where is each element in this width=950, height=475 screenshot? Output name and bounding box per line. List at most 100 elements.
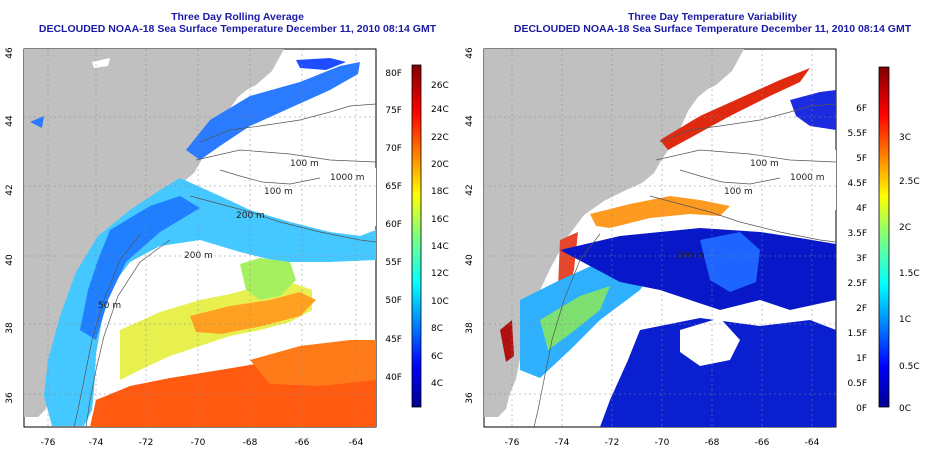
colorbar-f-label: 0F — [856, 404, 867, 414]
lon-tick-label: -66 — [755, 438, 770, 448]
left-contour-label: 100 m — [264, 187, 293, 197]
lon-tick-label: -70 — [191, 438, 206, 448]
colorbar-c-label: 2.5C — [899, 177, 920, 187]
colorbar-c-label: 1C — [899, 315, 911, 325]
left-warm-core — [190, 292, 316, 334]
colorbar-f-label: 3F — [856, 254, 867, 264]
lon-tick-label: -74 — [89, 438, 104, 448]
right-cloud-mask-2 — [720, 140, 836, 212]
colorbar-c-label: 20C — [431, 160, 449, 170]
lat-tick-label: 36 — [5, 392, 15, 404]
left-cold-band-north — [186, 62, 360, 160]
right-bathymetry-contours — [533, 103, 836, 427]
lon-tick-label: -68 — [243, 438, 258, 448]
lat-tick-label: 46 — [465, 47, 475, 59]
left-lake — [92, 58, 110, 68]
right-grid — [484, 49, 836, 427]
right-map-title: Three Day Temperature Variability DECLOU… — [475, 11, 950, 35]
right-lon-axis: -76 -74 -72 -70 -68 -66 -64 — [505, 438, 820, 448]
right-colorbar-f-labels: 0F 0.5F 1F 1.5F 2F 2.5F 3F 3.5F 4F 4.5F … — [848, 104, 868, 414]
colorbar-c-label: 1.5C — [899, 269, 920, 279]
left-contour-label: 200 m — [184, 251, 213, 261]
colorbar-c-label: 12C — [431, 269, 449, 279]
colorbar-f-label: 1F — [856, 354, 867, 364]
colorbar-c-label: 14C — [431, 242, 449, 252]
left-colorbar-f-labels: 40F 45F 50F 55F 60F 65F 70F 75F 80F — [385, 69, 402, 383]
colorbar-f-label: 65F — [385, 182, 402, 192]
right-low-south — [600, 318, 836, 427]
colorbar-c-label: 0.5C — [899, 362, 920, 372]
lat-tick-label: 42 — [465, 184, 475, 195]
left-title-line1: Three Day Rolling Average — [171, 11, 304, 23]
right-coastal-peak — [500, 320, 514, 362]
colorbar-c-label: 24C — [431, 105, 449, 115]
right-high-band-north — [660, 68, 810, 150]
right-title-line1: Three Day Temperature Variability — [627, 11, 798, 23]
colorbar-f-label: 60F — [385, 220, 402, 230]
colorbar-f-label: 5.5F — [848, 129, 868, 139]
lat-tick-label: 38 — [5, 322, 15, 334]
colorbar-f-label: 4.5F — [848, 179, 868, 189]
lon-tick-label: -72 — [139, 438, 154, 448]
left-cloud-mask — [250, 160, 376, 226]
left-contour-label: 1000 m — [330, 173, 365, 183]
colorbar-f-label: 5F — [856, 154, 867, 164]
right-title-line2: DECLOUDED NOAA-18 Sea Surface Temperatur… — [513, 23, 912, 35]
colorbar-c-label: 6C — [431, 352, 443, 362]
colorbar-c-label: 10C — [431, 297, 449, 307]
lat-tick-label: 38 — [465, 322, 475, 334]
colorbar-c-label: 0C — [899, 404, 911, 414]
lat-tick-label: 44 — [5, 115, 15, 127]
right-low-north — [790, 90, 836, 130]
left-map-title: Three Day Rolling Average DECLOUDED NOAA… — [0, 11, 475, 35]
lon-tick-label: -70 — [655, 438, 670, 448]
left-contour-label: 100 m — [290, 159, 319, 169]
left-grid — [24, 49, 376, 427]
lon-tick-label: -74 — [555, 438, 570, 448]
right-lat-axis: 36 38 40 42 44 46 — [465, 47, 475, 404]
left-contour-labels: 100 m 100 m 1000 m 200 m 200 m 50 m — [98, 159, 365, 311]
colorbar-f-label: 55F — [385, 258, 402, 268]
left-colorbar — [411, 64, 422, 408]
left-offshore-warm — [250, 340, 376, 386]
lon-tick-label: -68 — [705, 438, 720, 448]
left-bathymetry-contours — [73, 103, 376, 427]
lat-tick-label: 42 — [5, 184, 15, 195]
right-contour-label: 1000 m — [790, 173, 825, 183]
lat-tick-label: 40 — [5, 254, 15, 266]
right-contour-label: 100 m — [750, 159, 779, 169]
left-shelf-coldest — [80, 196, 200, 340]
colorbar-f-label: 4F — [856, 204, 867, 214]
left-map: 100 m 100 m 1000 m 200 m 200 m 50 m 36 3… — [5, 47, 449, 448]
lon-tick-label: -66 — [295, 438, 310, 448]
lon-tick-label: -64 — [805, 438, 820, 448]
lon-tick-label: -76 — [41, 438, 56, 448]
left-contour-label: 50 m — [98, 301, 121, 311]
colorbar-f-label: 6F — [856, 104, 867, 114]
colorbar-f-label: 40F — [385, 373, 402, 383]
lon-tick-label: -64 — [349, 438, 364, 448]
colorbar-f-label: 3.5F — [848, 229, 868, 239]
right-cloud-mask — [680, 318, 740, 366]
colorbar-c-label: 8C — [431, 324, 443, 334]
colorbar-f-label: 2.5F — [848, 279, 868, 289]
right-contour-label: 100 m — [724, 187, 753, 197]
lat-tick-label: 46 — [5, 47, 15, 59]
lat-tick-label: 36 — [465, 392, 475, 404]
lon-tick-label: -76 — [505, 438, 520, 448]
colorbar-f-label: 75F — [385, 106, 402, 116]
colorbar-c-label: 26C — [431, 81, 449, 91]
lat-tick-label: 44 — [465, 115, 475, 127]
colorbar-c-label: 16C — [431, 215, 449, 225]
colorbar-f-label: 0.5F — [848, 379, 868, 389]
left-sst-field: 100 m 100 m 1000 m 200 m 200 m 50 m — [24, 49, 376, 427]
right-colorbar-c-labels: 0C 0.5C 1C 1.5C 2C 2.5C 3C — [899, 133, 920, 414]
right-variability-field: 100 m 100 m 1000 m 200 m — [484, 49, 836, 427]
colorbar-f-label: 50F — [385, 296, 402, 306]
right-high-band-mid — [590, 196, 730, 228]
left-colorbar-c-labels: 4C 6C 8C 10C 12C 14C 16C 18C 20C 22C 24C… — [431, 81, 449, 389]
right-low-offshore — [560, 228, 836, 310]
left-title-line2: DECLOUDED NOAA-18 Sea Surface Temperatur… — [38, 23, 437, 35]
right-map: 100 m 100 m 1000 m 200 m 36 38 40 42 44 … — [465, 47, 920, 448]
